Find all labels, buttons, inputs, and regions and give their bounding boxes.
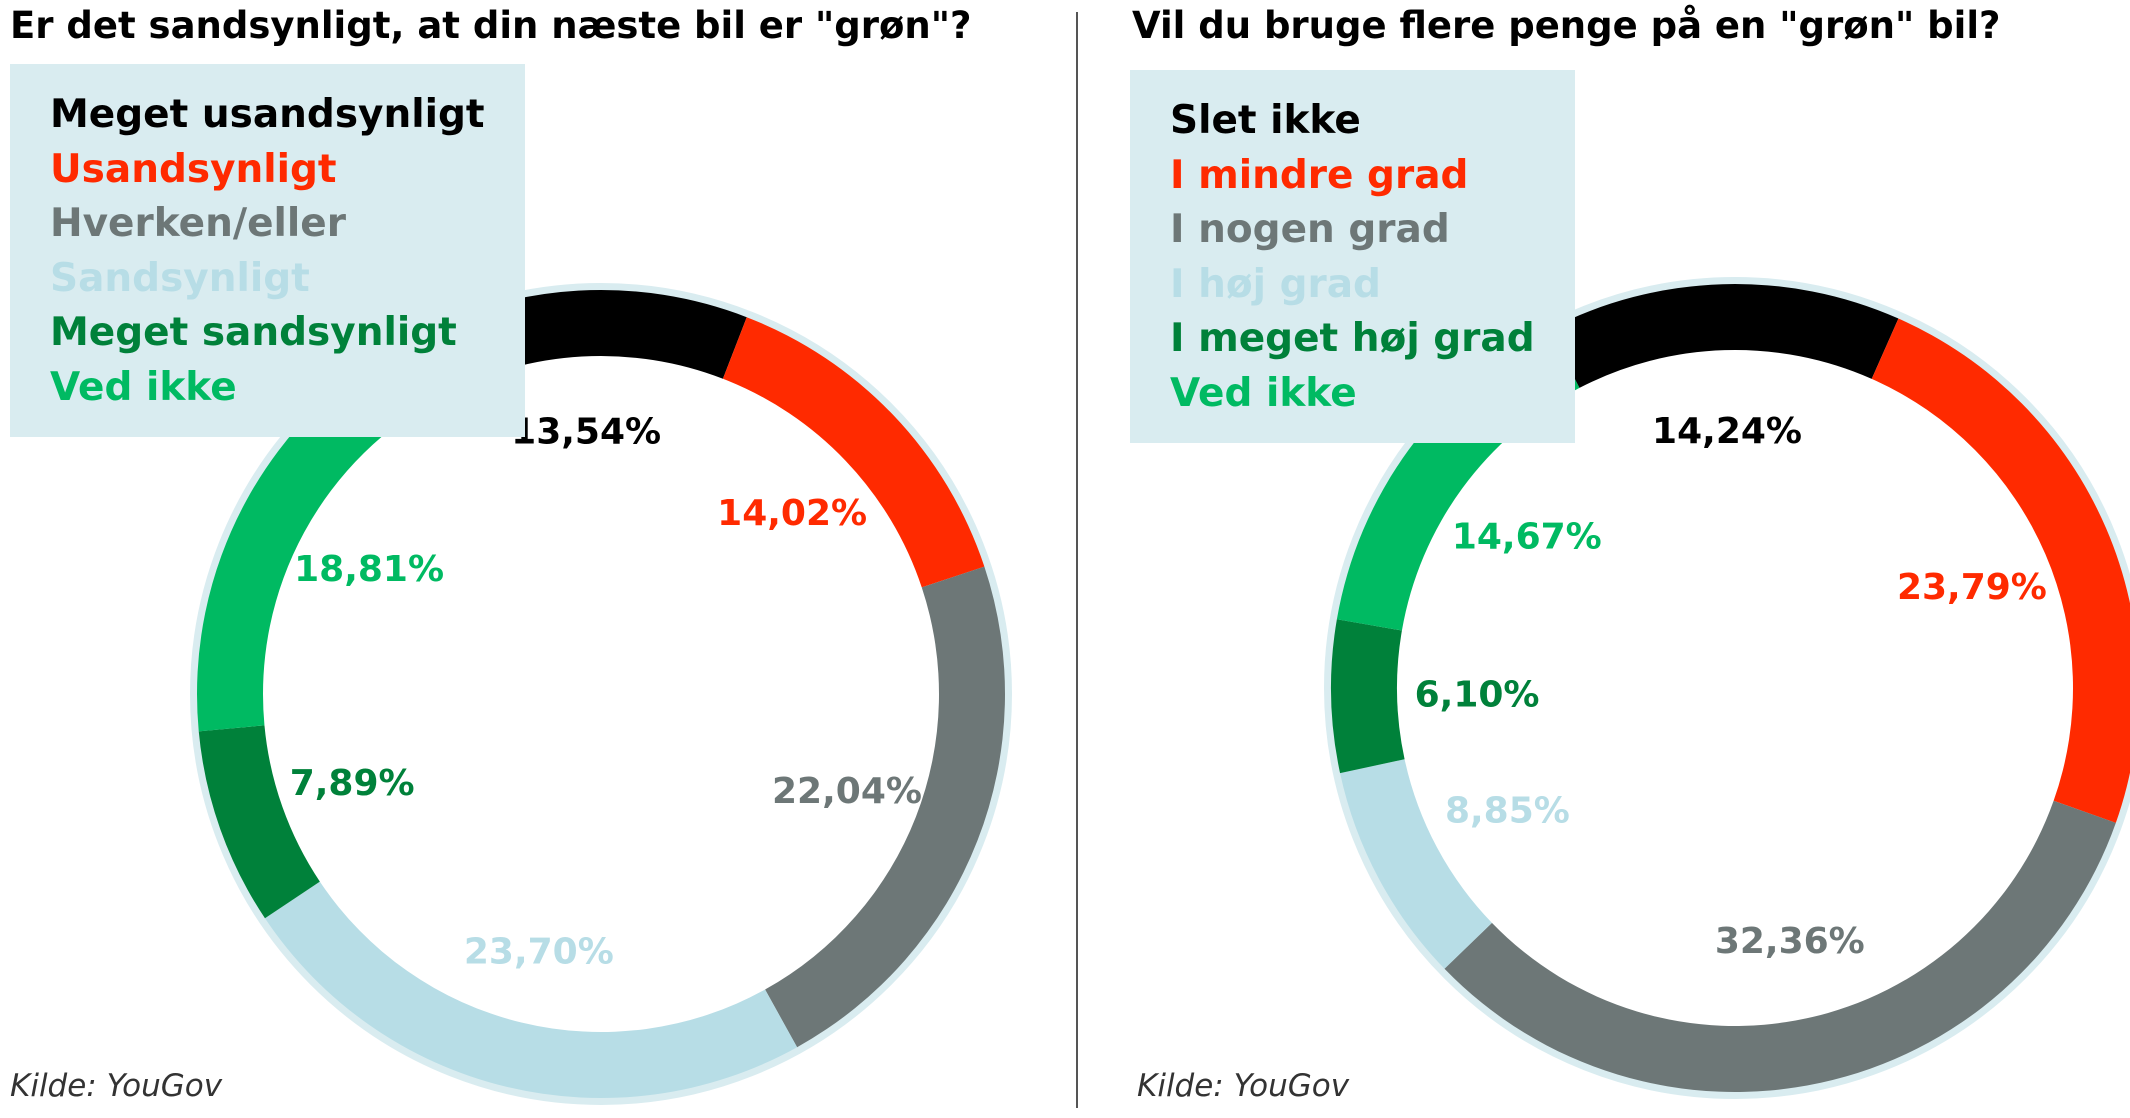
legend-item: Usandsynligt [50,146,337,192]
data-label: 23,79% [1897,567,2047,608]
data-label: 6,10% [1415,674,1540,715]
donut-chart-1: 13,54% 14,02% 22,04% 23,70% 7,89% 18,81% [190,283,1012,1105]
data-label: 8,85% [1445,790,1570,831]
legend-item: Slet ikke [1170,98,1361,143]
legend-item: Ved ikke [1170,370,1357,416]
donut-segment [1331,619,1405,774]
legend-item: I meget høj grad [1170,316,1535,361]
donut-segment [1340,759,1492,969]
donut-segment [1444,800,2116,1092]
data-label: 13,54% [511,411,661,452]
legend-1: Meget usandsynligt Usandsynligt Hverken/… [10,64,525,437]
source-note-1: Kilde: YouGov [10,1068,223,1104]
data-label: 14,67% [1452,517,1602,558]
donut-segment [198,725,320,919]
legend-item: I nogen grad [1170,207,1450,252]
legend-item: I høj grad [1170,261,1381,307]
donut-segment [765,566,1005,1048]
data-label: 23,70% [464,932,614,973]
legend-item: Hverken/eller [50,201,346,246]
legend-item: I mindre grad [1170,152,1469,198]
data-label: 7,89% [290,763,415,804]
panel-divider [1076,12,1078,1108]
source-note-2: Kilde: YouGov [1137,1068,1350,1104]
donut-segment [1871,318,2130,823]
data-label: 32,36% [1715,921,1865,962]
legend-item: Sandsynligt [50,255,310,301]
legend-item: Ved ikke [50,364,237,410]
data-label: 18,81% [294,549,444,590]
donut-segment [264,881,798,1099]
donut-segment [1549,284,1899,388]
legend-item: Meget sandsynligt [50,310,457,355]
chart-title-1: Er det sandsynligt, at din næste bil er … [10,4,972,47]
chart-panel-2: 14,24% 23,79% 32,36% 8,85% 6,10% 14,67% Slet … [1065,0,2130,1118]
legend-2: Slet ikke I mindre grad I nogen grad I h… [1130,70,1575,443]
legend-item: Meget usandsynligt [50,92,485,137]
data-label: 22,04% [772,771,922,812]
donut-segment [722,317,985,588]
data-label: 14,24% [1652,411,1802,452]
data-label: 14,02% [717,493,867,534]
chart-title-2: Vil du bruge flere penge på en "grøn" bi… [1132,4,2001,47]
donut-chart-2: 14,24% 23,79% 32,36% 8,85% 6,10% 14,67% [1324,277,2130,1099]
chart-panel-1: 13,54% 14,02% 22,04% 23,70% 7,89% 18,81% Mege… [10,4,1012,1105]
